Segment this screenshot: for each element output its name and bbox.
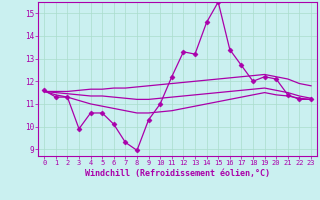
X-axis label: Windchill (Refroidissement éolien,°C): Windchill (Refroidissement éolien,°C) [85, 169, 270, 178]
